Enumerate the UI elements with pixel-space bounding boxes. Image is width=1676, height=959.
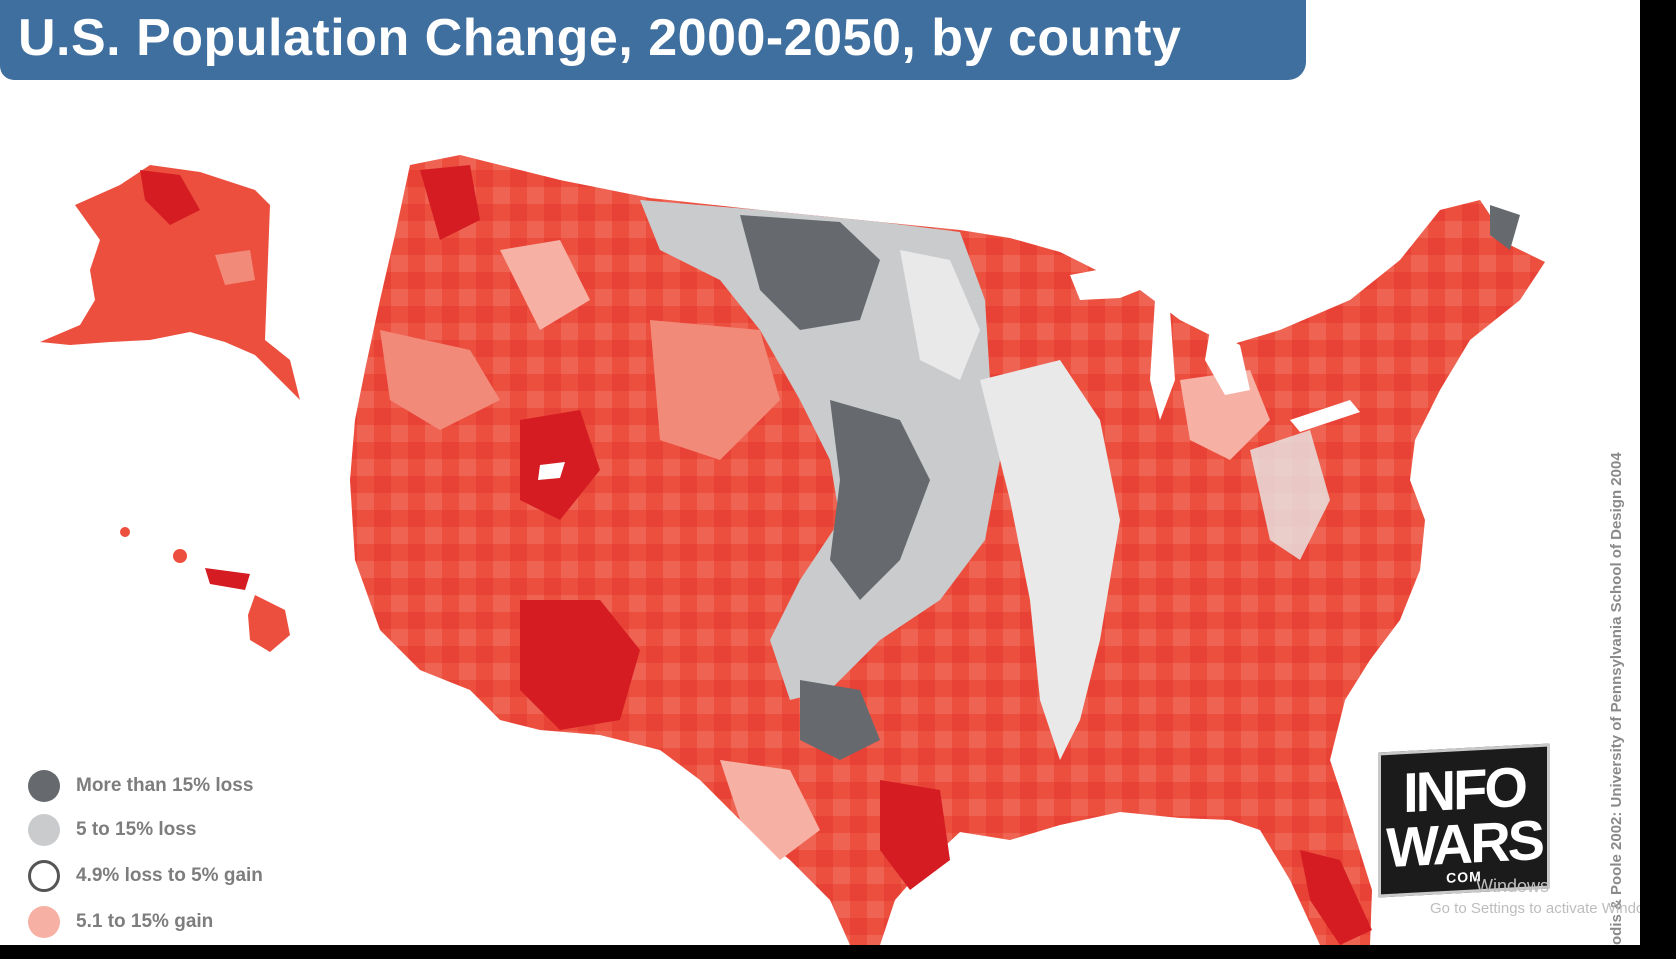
west-light-gain-2 [380,330,500,430]
southwest-strong-gain [520,600,640,730]
great-plains-loss-region [640,200,1000,700]
legend-swatch-loss [28,814,60,846]
lake-michigan [1150,300,1175,420]
plains-strong-loss-2 [830,400,930,600]
legend-swatch-light-gain [28,906,60,938]
texas-strong-gain [880,780,950,890]
population-map [40,155,1545,945]
lake-erie [1290,400,1360,432]
windows-watermark-text: Go to Settings to activate Windows. [1430,900,1640,917]
windows-watermark-title: Windows [1476,876,1550,896]
legend-label: 5 to 15% loss [76,819,197,840]
map-credit: odis & Poole 2002: University of Pennsyl… [1608,452,1625,945]
lake-superior [1070,262,1165,300]
maine-loss-area [1490,205,1520,250]
legend-label: More than 15% loss [76,775,254,796]
texas-light-gain [720,760,820,860]
legend-swatch-stable [28,860,60,892]
hawaii-island-1 [120,527,130,537]
hawaii-big-island [248,595,290,652]
great-salt-lake [538,462,565,480]
bottom-black-bar [0,945,1676,959]
lake-huron [1205,330,1250,395]
map-frame: U.S. Population Change, 2000-2050, by co… [0,0,1640,945]
florida-strong-gain [1300,850,1372,945]
alaska-shape [40,165,300,400]
hawaii-island-2 [173,549,187,563]
plains-strong-loss-1 [740,215,880,330]
legend-label: 5.1 to 15% gain [76,911,214,932]
title-banner: U.S. Population Change, 2000-2050, by co… [0,0,1306,80]
hawaii-island-3 [205,568,250,590]
west-light-gain-1 [650,320,780,460]
plains-strong-loss-3 [800,680,880,760]
legend-label: 4.9% loss to 5% gain [76,865,263,886]
map-title: U.S. Population Change, 2000-2050, by co… [18,9,1182,67]
legend-swatch-strong-loss [28,770,60,802]
appalachia-stable-band [1250,430,1330,560]
infowars-logo: INFO WARS COM [1378,743,1550,898]
right-black-bar [1640,0,1676,959]
pacific-nw-strong-gain [420,165,480,240]
plains-stable-patch [900,250,980,380]
appalachia-light-gain [1180,370,1270,460]
west-light-gain-3 [500,240,590,330]
midwest-stable-band [980,360,1120,760]
